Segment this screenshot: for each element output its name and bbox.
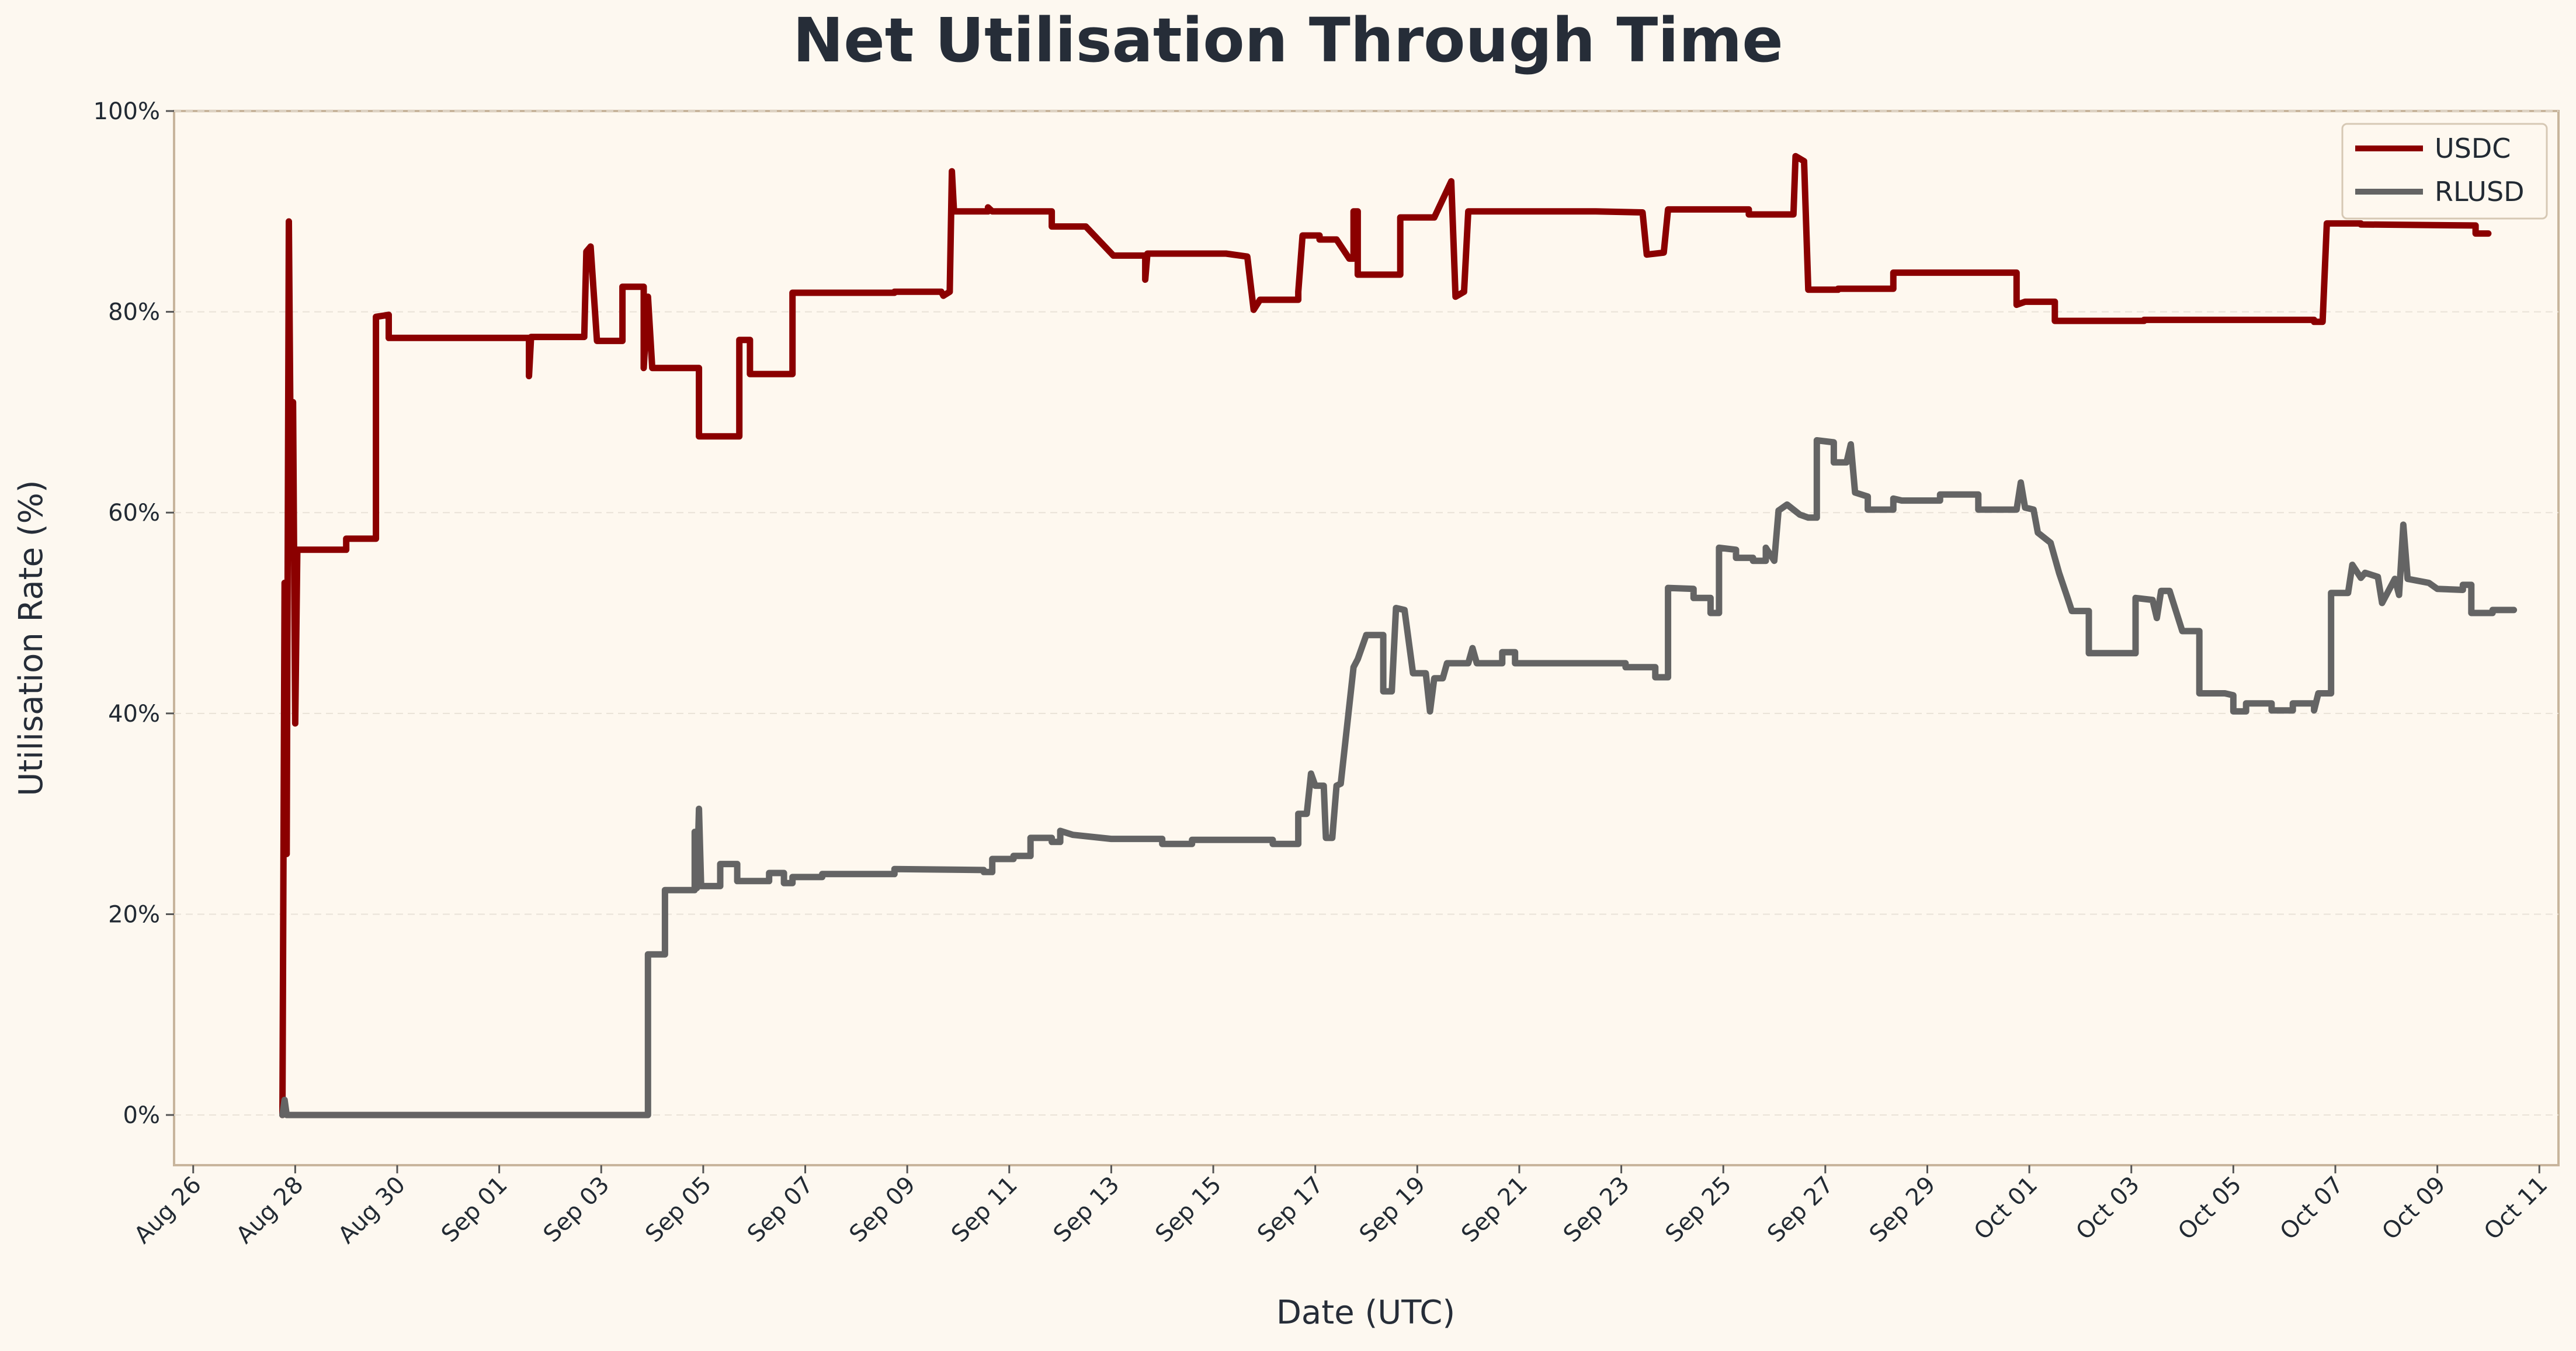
y-tick-label-80: 80% <box>108 299 160 326</box>
chart-title: Net Utilisation Through Time <box>793 5 1783 76</box>
y-tick-label-20: 20% <box>108 901 160 928</box>
y-tick-label-100: 100% <box>93 98 160 125</box>
y-tick-label-60: 60% <box>108 500 160 526</box>
y-tick-label-40: 40% <box>108 701 160 728</box>
legend: USDC RLUSD <box>2341 123 2548 220</box>
gridlines <box>174 110 2558 1116</box>
series-line-rlusd <box>279 437 2518 1118</box>
y-tick-label-0: 0% <box>123 1102 160 1129</box>
y-axis-label: Utilisation Rate (%) <box>12 480 50 796</box>
legend-label-usdc: USDC <box>2435 133 2511 164</box>
series-lines <box>279 153 2518 1118</box>
series-line-usdc <box>279 153 2492 1118</box>
x-axis-label: Date (UTC) <box>1276 1294 1455 1332</box>
y-axis: 0% 20% 40% 60% 80% 100% <box>93 98 174 1129</box>
legend-label-rlusd: RLUSD <box>2435 176 2525 207</box>
